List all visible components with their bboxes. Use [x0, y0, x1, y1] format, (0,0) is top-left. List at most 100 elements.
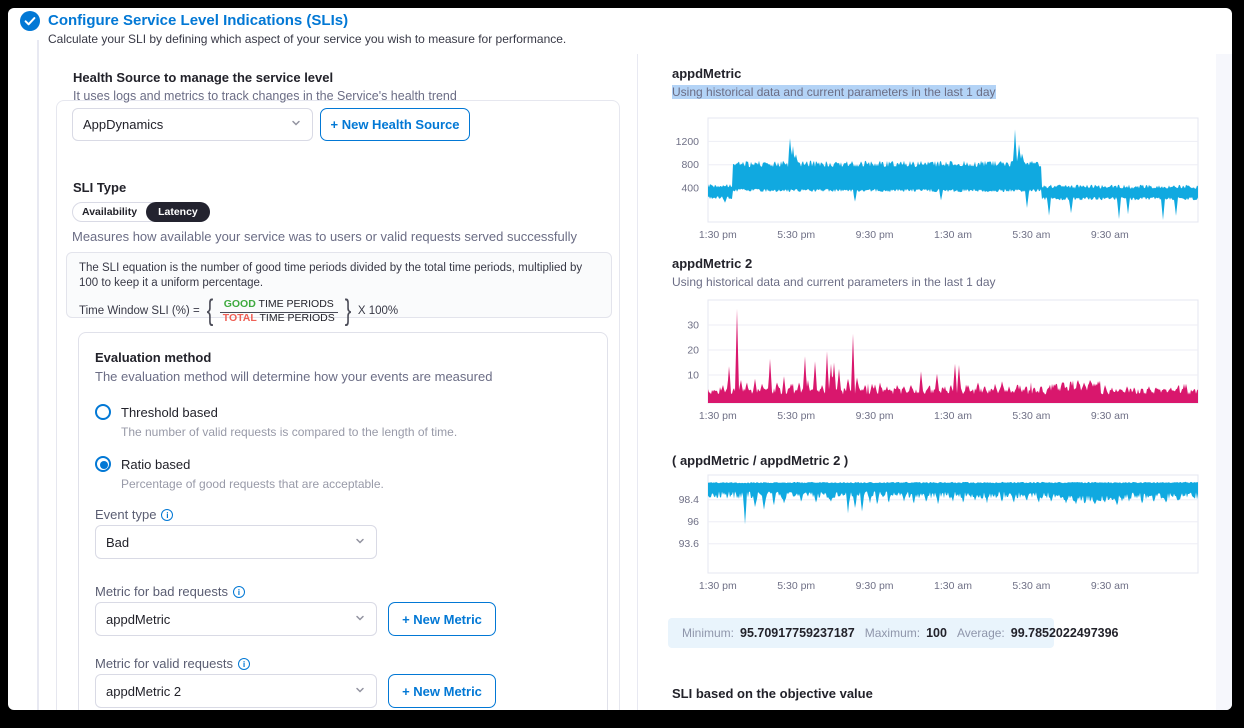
- svg-text:1:30 pm: 1:30 pm: [699, 580, 737, 592]
- sli-type-description: Measures how available your service was …: [72, 229, 578, 244]
- page-title: Configure Service Level Indications (SLI…: [48, 12, 349, 29]
- total-term-rest: TIME PERIODS: [259, 311, 335, 324]
- event-type-label: Event type i: [95, 507, 174, 522]
- chart1-plot: 400 800 1200 1:30 pm 5:30 pm 9:30 pm 1:30 am 5:…: [672, 114, 1206, 251]
- new-health-source-button[interactable]: + New Health Source: [320, 108, 470, 141]
- step-complete-check-icon: [20, 11, 40, 31]
- chevron-down-icon: [354, 684, 366, 699]
- chart-svg: 400 800 1200 1:30 pm 5:30 pm 9:30 pm 1:30 am 5:…: [676, 117, 1199, 241]
- svg-text:1200: 1200: [676, 136, 700, 148]
- svg-text:5:30 pm: 5:30 pm: [777, 229, 815, 241]
- chart1-subtitle: Using historical data and current parame…: [672, 85, 996, 99]
- total-term: TOTAL: [222, 311, 257, 324]
- svg-text:1:30 am: 1:30 am: [934, 229, 972, 241]
- chevron-down-icon: [354, 612, 366, 627]
- evaluation-subtitle: The evaluation method will determine how…: [95, 369, 493, 384]
- sli-objective-heading: SLI based on the objective value: [672, 686, 873, 701]
- chart1-title: appdMetric: [672, 66, 742, 81]
- svg-text:20: 20: [687, 345, 699, 357]
- valid-metric-label: Metric for valid requests i: [95, 656, 250, 671]
- sli-config-panel: Configure Service Level Indications (SLI…: [8, 8, 1232, 710]
- svg-text:93.6: 93.6: [679, 538, 700, 550]
- svg-text:96: 96: [687, 516, 699, 528]
- svg-text:5:30 pm: 5:30 pm: [777, 580, 815, 592]
- health-source-select[interactable]: AppDynamics: [72, 108, 313, 141]
- info-icon[interactable]: i: [232, 585, 245, 598]
- chart3-plot: 93.6 96 98.4 1:30 pm 5:30 pm 9:30 pm 1:30 am 5:…: [672, 471, 1206, 602]
- svg-text:9:30 am: 9:30 am: [1091, 580, 1129, 592]
- minimum-label: Minimum:: [682, 626, 735, 640]
- bad-metric-select[interactable]: appdMetric: [95, 602, 377, 636]
- svg-text:9:30 pm: 9:30 pm: [856, 229, 894, 241]
- event-type-select[interactable]: Bad: [95, 525, 377, 559]
- svg-text:800: 800: [681, 159, 699, 171]
- sli-equation-text: The SLI equation is the number of good t…: [79, 262, 583, 289]
- equation-suffix: X 100%: [357, 304, 399, 317]
- equation-label: Time Window SLI (%) =: [79, 304, 200, 317]
- svg-text:1:30 pm: 1:30 pm: [699, 410, 737, 422]
- svg-text:400: 400: [681, 183, 699, 195]
- chart2-title: appdMetric 2: [672, 256, 753, 271]
- evaluation-method-card: [78, 332, 608, 710]
- scrollbar-track[interactable]: [1216, 54, 1232, 710]
- svg-text:1:30 pm: 1:30 pm: [699, 229, 737, 241]
- chevron-down-icon: [290, 117, 302, 132]
- radio-circle-icon[interactable]: [95, 404, 111, 420]
- svg-text:9:30 pm: 9:30 pm: [856, 410, 894, 422]
- equation-fraction: GOOD TIME PERIODS TOTAL TIME PERIODS: [219, 297, 338, 324]
- radio-threshold-based[interactable]: Threshold based: [95, 404, 218, 420]
- sli-type-toggle: Availability Latency: [72, 202, 210, 222]
- svg-text:5:30 pm: 5:30 pm: [777, 410, 815, 422]
- health-source-title: Health Source to manage the service leve…: [73, 70, 334, 85]
- radio-threshold-description: The number of valid requests is compared…: [121, 425, 458, 439]
- svg-text:9:30 am: 9:30 am: [1091, 410, 1129, 422]
- maximum-value: 100: [926, 626, 947, 640]
- svg-text:5:30 am: 5:30 am: [1012, 229, 1050, 241]
- sli-type-title: SLI Type: [73, 180, 127, 195]
- valid-metric-value: appdMetric 2: [106, 683, 182, 699]
- new-metric-button-valid[interactable]: + New Metric: [388, 674, 496, 708]
- health-source-select-value: AppDynamics: [83, 117, 164, 132]
- sli-equation-formula: Time Window SLI (%) = { GOOD TIME PERIOD…: [79, 293, 599, 327]
- svg-text:5:30 am: 5:30 am: [1012, 410, 1050, 422]
- radio-selected-icon[interactable]: [95, 456, 111, 472]
- right-brace: }: [344, 293, 352, 327]
- left-brace: {: [206, 293, 213, 327]
- valid-metric-select[interactable]: appdMetric 2: [95, 674, 377, 708]
- info-icon[interactable]: i: [161, 508, 174, 521]
- svg-text:9:30 am: 9:30 am: [1091, 229, 1129, 241]
- chevron-down-icon: [354, 535, 366, 550]
- sli-type-option-availability[interactable]: Availability: [82, 206, 138, 218]
- svg-text:5:30 am: 5:30 am: [1012, 580, 1050, 592]
- page-subtitle: Calculate your SLI by defining which asp…: [48, 32, 567, 46]
- ratio-stats-bar: Minimum: 95.70917759237187 Maximum: 100 …: [668, 618, 1119, 648]
- svg-text:98.4: 98.4: [679, 494, 700, 506]
- chart-svg: 10 20 30 1:30 pm 5:30 pm 9:30 pm 1:30 am 5:30 a…: [687, 299, 1199, 422]
- evaluation-title: Evaluation method: [95, 350, 212, 365]
- good-term: GOOD: [223, 297, 256, 310]
- svg-text:10: 10: [687, 370, 699, 382]
- svg-text:9:30 pm: 9:30 pm: [856, 580, 894, 592]
- maximum-label: Maximum:: [864, 626, 921, 640]
- chart2-plot: 10 20 30 1:30 pm 5:30 pm 9:30 pm 1:30 am 5:30 a…: [672, 296, 1206, 432]
- charts-column: appdMetric Using historical data and cur…: [664, 8, 1209, 710]
- event-type-value: Bad: [106, 534, 130, 550]
- column-divider: [637, 54, 638, 710]
- chart-svg: 93.6 96 98.4 1:30 pm 5:30 pm 9:30 pm 1:30 am 5:…: [679, 474, 1199, 592]
- info-icon[interactable]: i: [238, 657, 250, 670]
- average-label: Average:: [956, 626, 1005, 640]
- new-metric-button-bad[interactable]: + New Metric: [388, 602, 496, 636]
- minimum-value: 95.70917759237187: [740, 626, 855, 640]
- radio-ratio-based[interactable]: Ratio based: [95, 456, 190, 472]
- chart2-subtitle: Using historical data and current parame…: [672, 275, 996, 289]
- svg-text:1:30 am: 1:30 am: [934, 410, 972, 422]
- svg-text:1:30 am: 1:30 am: [934, 580, 972, 592]
- health-source-subtitle: It uses logs and metrics to track change…: [73, 89, 457, 103]
- bad-metric-label: Metric for bad requests i: [95, 584, 245, 599]
- sli-type-option-latency[interactable]: Latency: [146, 202, 210, 222]
- bad-metric-value: appdMetric: [106, 611, 171, 627]
- svg-text:30: 30: [687, 320, 699, 332]
- average-value: 99.7852022497396: [1010, 626, 1119, 640]
- good-term-rest: TIME PERIODS: [258, 297, 334, 310]
